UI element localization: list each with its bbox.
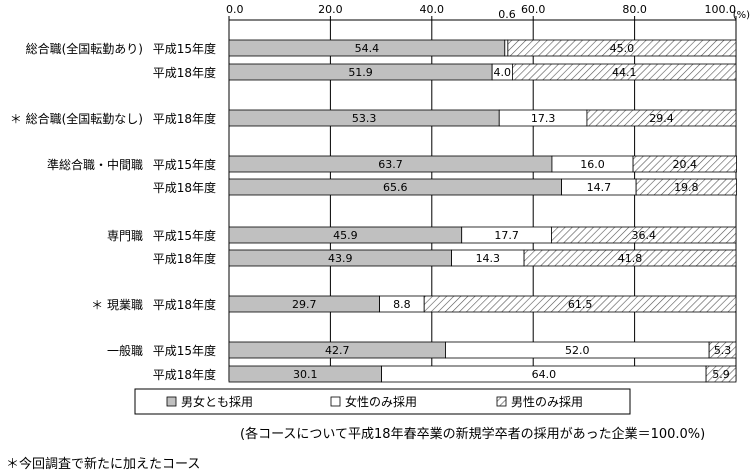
bar-segment	[705, 365, 737, 383]
data-label: 14.3	[476, 252, 501, 265]
bar-segment	[504, 39, 509, 57]
data-label: 19.8	[674, 181, 699, 194]
data-label: 4.0	[494, 66, 512, 79]
x-tick-label: 40.0	[420, 3, 445, 16]
bar-segment	[635, 178, 737, 196]
data-label: 5.3	[714, 344, 732, 357]
data-label: 51.9	[348, 66, 373, 79]
legend-label: 男性のみ採用	[511, 395, 583, 409]
category-label: 一般職	[107, 343, 143, 358]
year-label: 平成18年度	[153, 251, 216, 266]
data-label: 44.1	[612, 66, 637, 79]
data-label: 29.7	[292, 298, 317, 311]
year-label: 平成15年度	[153, 157, 216, 172]
legend-swatch	[166, 396, 177, 407]
bar-segment	[512, 63, 737, 81]
category-label: ＊ 現業職	[91, 298, 143, 312]
category-label: 専門職	[107, 229, 143, 243]
x-axis: 0.0 20.0 40.0 60.0 80.0 100.0(%) 0.6	[226, 3, 750, 21]
legend-swatch	[330, 396, 341, 407]
data-label: 64.0	[532, 368, 557, 381]
data-label: 52.0	[565, 344, 590, 357]
year-label: 平成15年度	[153, 343, 216, 358]
x-tick-label: 0.0	[226, 3, 244, 16]
data-label: 65.6	[383, 181, 408, 194]
bar-segment	[708, 341, 737, 359]
data-label: 45.0	[610, 42, 635, 55]
bar-segment	[551, 226, 737, 244]
bar-segment	[632, 155, 737, 173]
x-tick-label: 60.0	[521, 3, 546, 16]
year-label: 平成18年度	[153, 180, 216, 195]
x-tick-label: 20.0	[318, 3, 343, 16]
year-label: 平成15年度	[153, 228, 216, 243]
year-label: 平成18年度	[153, 367, 216, 382]
data-label: 29.4	[649, 112, 674, 125]
bars: 54.4 45.0 51.9 4.0 44.1 53.3 17.3 29.4 63.7 16.0 2…	[228, 39, 737, 383]
bar-segment	[586, 109, 737, 127]
new-course-note: ＊今回調査で新たに加えたコース	[6, 457, 201, 472]
data-label: 42.7	[325, 344, 350, 357]
data-label: 53.3	[352, 112, 377, 125]
data-label: 36.4	[631, 229, 656, 242]
data-label: 20.4	[673, 158, 698, 171]
data-label: 43.9	[328, 252, 353, 265]
data-label: 45.9	[333, 229, 358, 242]
category-label: 総合職(全国転勤あり)	[26, 41, 143, 56]
data-label: 54.4	[355, 42, 380, 55]
x-tick-label: 80.0	[622, 3, 647, 16]
data-label: 16.0	[580, 158, 605, 171]
data-label: 14.7	[587, 181, 612, 194]
year-label: 平成18年度	[153, 65, 216, 80]
legend-label: 女性のみ採用	[345, 394, 417, 409]
legend: 男女とも採用 女性のみ採用 男性のみ採用	[134, 388, 631, 415]
bar-segment	[507, 39, 737, 57]
year-label: 平成18年度	[153, 297, 216, 312]
data-label: 63.7	[378, 158, 403, 171]
data-label: 17.3	[531, 112, 556, 125]
legend-swatch	[496, 396, 507, 407]
basis-note: (各コースについて平成18年春卒業の新規学卒者の採用があった企業＝100.0%)	[240, 427, 706, 442]
x-tick-label: 100.0	[705, 3, 737, 16]
data-label: 30.1	[293, 368, 318, 381]
legend-label: 男女とも採用	[181, 394, 253, 409]
data-label: 5.9	[712, 368, 730, 381]
data-label: 41.8	[618, 252, 643, 265]
category-label: ＊ 総合職(全国転勤なし)	[10, 111, 143, 126]
year-label: 平成18年度	[153, 111, 216, 126]
data-label: 17.7	[494, 229, 519, 242]
stray-data-label: 0.6	[498, 8, 516, 21]
data-label: 61.5	[568, 298, 593, 311]
x-unit-label: (%)	[733, 10, 750, 21]
data-label: 8.8	[393, 298, 411, 311]
stacked-bar-chart: 0.0 20.0 40.0 60.0 80.0 100.0(%)0.6 54.4 45.05…	[10, 3, 750, 415]
bar-segment	[423, 295, 737, 313]
legend-box	[134, 388, 631, 415]
bar-segment	[523, 249, 737, 267]
category-label: 準総合職・中間職	[47, 157, 143, 172]
year-label: 平成15年度	[153, 41, 216, 56]
